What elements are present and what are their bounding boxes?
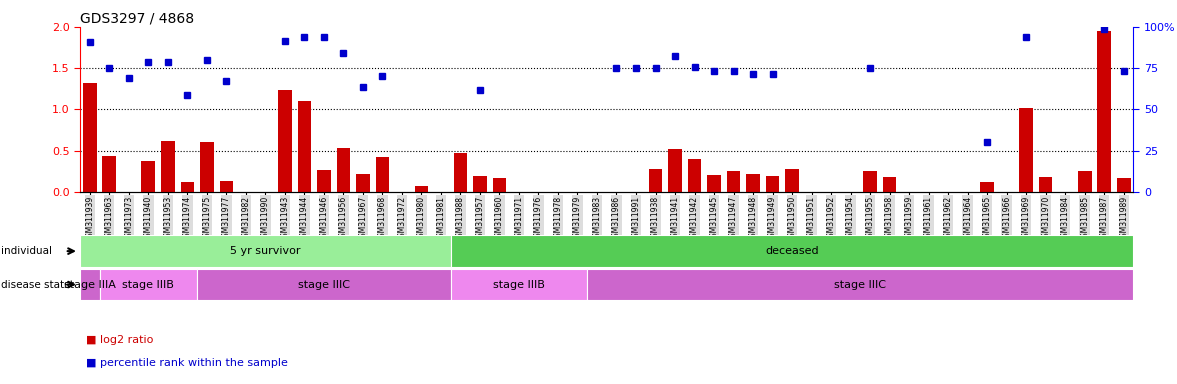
Bar [451,235,1133,267]
Bar [1097,31,1111,192]
Bar [669,149,681,192]
Bar [180,182,194,192]
Text: deceased: deceased [765,246,819,256]
Text: 5 yr survivor: 5 yr survivor [231,246,300,256]
Bar [453,153,467,192]
Text: stage IIIB: stage IIIB [493,280,545,290]
Bar [707,175,720,192]
Bar [649,169,663,192]
Text: GDS3297 / 4868: GDS3297 / 4868 [80,12,194,25]
Text: stage IIIC: stage IIIC [834,280,886,290]
Bar [726,171,740,192]
Bar [883,177,897,192]
Bar [1039,177,1052,192]
Text: ■ percentile rank within the sample: ■ percentile rank within the sample [86,358,288,368]
Text: disease state: disease state [1,280,71,290]
Text: stage IIIB: stage IIIB [122,280,174,290]
Bar [473,176,487,192]
Bar [298,101,311,192]
Text: individual: individual [1,246,52,256]
Bar [451,269,587,300]
Bar [357,174,370,192]
Text: ■ log2 ratio: ■ log2 ratio [86,335,153,345]
Bar [278,91,292,192]
Bar [100,269,197,300]
Bar [785,169,799,192]
Bar [375,157,390,192]
Bar [493,178,506,192]
Bar [746,174,760,192]
Bar [220,181,233,192]
Bar [863,171,877,192]
Text: stage IIIA: stage IIIA [64,280,115,290]
Bar [687,159,701,192]
Bar [200,142,214,192]
Bar [80,235,451,267]
Bar [317,170,331,192]
Bar [766,176,779,192]
Bar [80,269,100,300]
Bar [1019,108,1033,192]
Bar [102,157,117,192]
Bar [141,161,155,192]
Bar [1117,178,1131,192]
Bar [1078,170,1091,192]
Text: stage IIIC: stage IIIC [298,280,350,290]
Bar [161,141,174,192]
Bar [82,83,97,192]
Bar [587,269,1133,300]
Bar [337,148,351,192]
Bar [980,182,993,192]
Bar [414,186,428,192]
Bar [197,269,451,300]
